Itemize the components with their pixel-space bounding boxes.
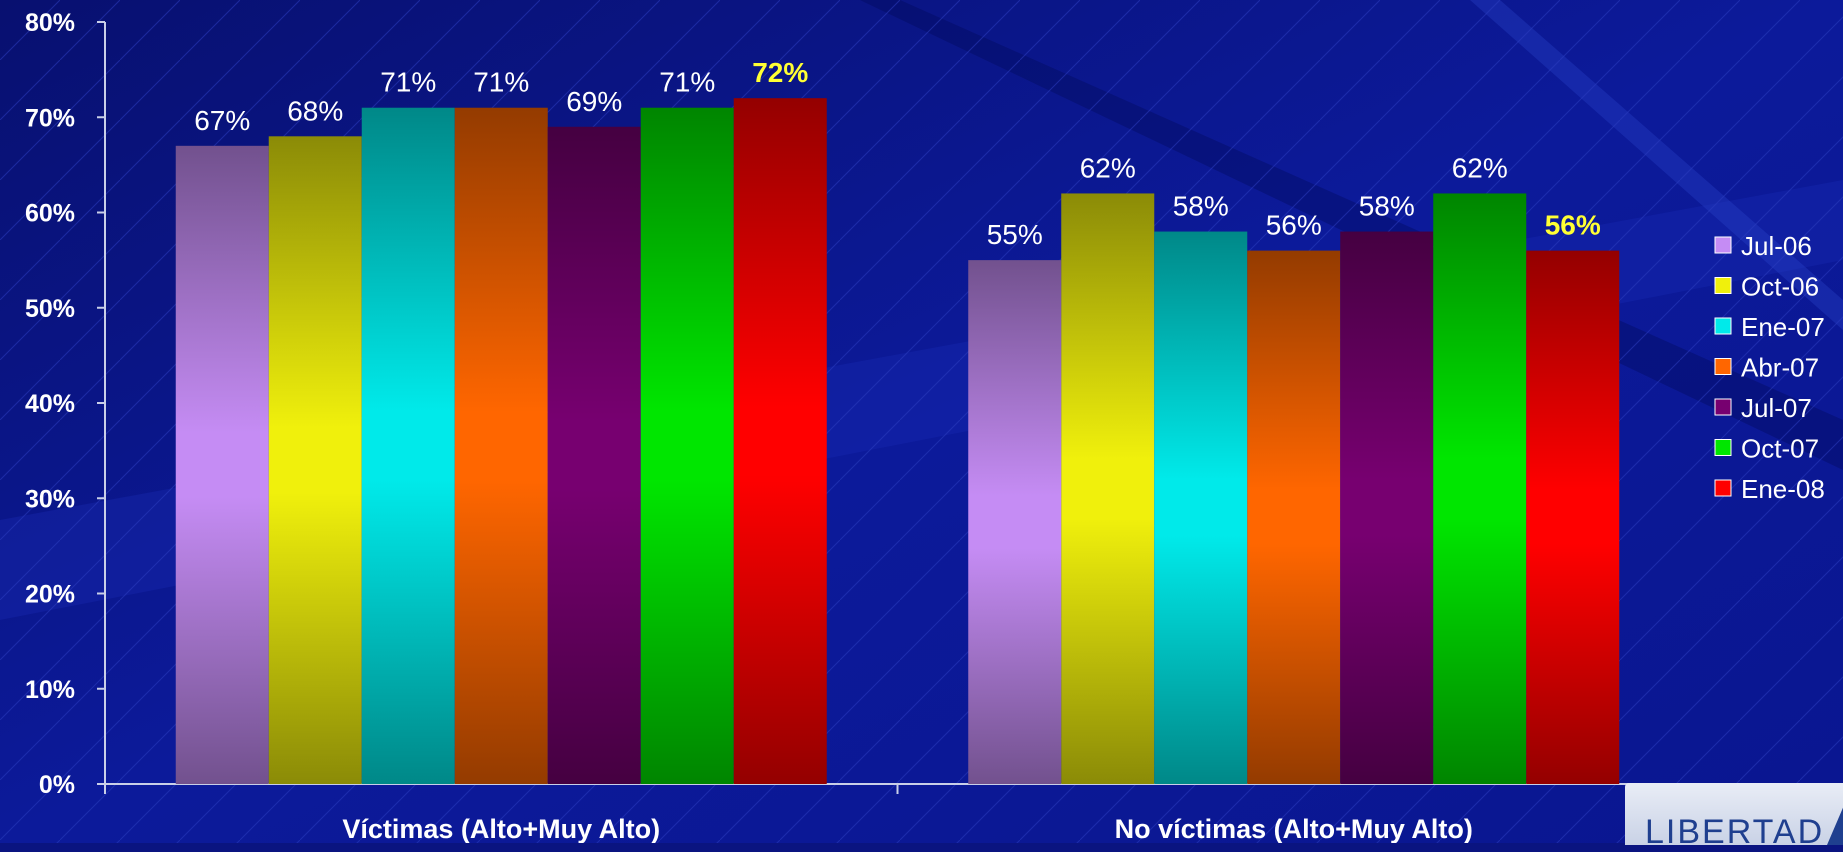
- y-tick-label: 40%: [25, 390, 75, 418]
- data-label: 68%: [287, 95, 343, 126]
- bar-oct-06: [1061, 193, 1155, 784]
- data-label: 56%: [1545, 210, 1601, 241]
- y-tick-label: 60%: [25, 200, 75, 228]
- bar-jul-06: [175, 145, 269, 784]
- data-label: 62%: [1080, 152, 1136, 183]
- bar-oct-06: [268, 136, 362, 785]
- bar-ene-08: [733, 98, 827, 784]
- legend-swatch: [1714, 439, 1732, 456]
- legend-label: Jul-06: [1741, 231, 1812, 261]
- data-label: 55%: [987, 219, 1043, 250]
- legend-swatch: [1714, 479, 1732, 497]
- y-tick-label: 50%: [25, 295, 75, 323]
- legend-label: Jul-07: [1741, 393, 1812, 423]
- y-tick-label: 20%: [25, 581, 75, 609]
- data-label: 62%: [1452, 152, 1508, 183]
- logo-mark-icon: [1827, 803, 1843, 845]
- legend-swatch: [1714, 317, 1732, 335]
- logo: LIBERTAD: [1625, 783, 1843, 851]
- bar-ene-07: [361, 107, 455, 785]
- y-tick-label: 70%: [25, 104, 75, 132]
- bar-jul-06: [968, 260, 1062, 784]
- logo-text: LIBERTAD: [1645, 813, 1825, 851]
- data-label: 72%: [752, 57, 808, 88]
- y-tick-label: 0%: [39, 771, 75, 799]
- bar-jul-07: [547, 126, 641, 784]
- bar-oct-07: [1433, 193, 1527, 784]
- y-tick-label: 10%: [25, 676, 75, 704]
- bar-abr-07: [1247, 250, 1341, 785]
- legend-label: Oct-06: [1741, 272, 1819, 302]
- bars: [175, 98, 1620, 785]
- bar-ene-07: [1154, 231, 1248, 785]
- legend-label: Abr-07: [1741, 353, 1819, 383]
- category-label: No víctimas (Alto+Muy Alto): [1115, 814, 1473, 843]
- legend-swatch: [1714, 277, 1732, 294]
- data-label: 71%: [380, 67, 436, 98]
- data-label: 69%: [566, 86, 622, 117]
- data-label: 56%: [1266, 210, 1322, 241]
- data-label: 58%: [1173, 191, 1229, 222]
- bar-jul-07: [1340, 231, 1434, 785]
- data-label: 71%: [473, 67, 529, 98]
- y-tick-label: 80%: [25, 9, 75, 37]
- legend-label: Ene-08: [1741, 474, 1825, 504]
- legend: Jul-06 Oct-06 Ene-07 Abr-07 Jul-07 Oct-07 Ene-…: [1714, 231, 1825, 504]
- legend-label: Oct-07: [1741, 434, 1819, 464]
- bar-abr-07: [454, 107, 548, 785]
- y-tick-label: 30%: [25, 485, 75, 513]
- legend-swatch: [1714, 358, 1732, 375]
- data-label: 71%: [659, 67, 715, 98]
- data-label: 67%: [194, 105, 250, 136]
- legend-swatch: [1714, 398, 1732, 416]
- bar-oct-07: [640, 107, 734, 785]
- bar-ene-08: [1526, 250, 1620, 785]
- category-labels: Víctimas (Alto+Muy Alto) No víctimas (Alt…: [342, 814, 1473, 843]
- data-labels: 67% 68% 71% 71% 69% 71% 72% 55% 62% 58% 56% 58% 62% 5…: [194, 57, 1601, 250]
- legend-label: Ene-07: [1741, 312, 1825, 342]
- data-label: 58%: [1359, 191, 1415, 222]
- category-label: Víctimas (Alto+Muy Alto): [342, 814, 660, 843]
- legend-swatch: [1714, 236, 1732, 254]
